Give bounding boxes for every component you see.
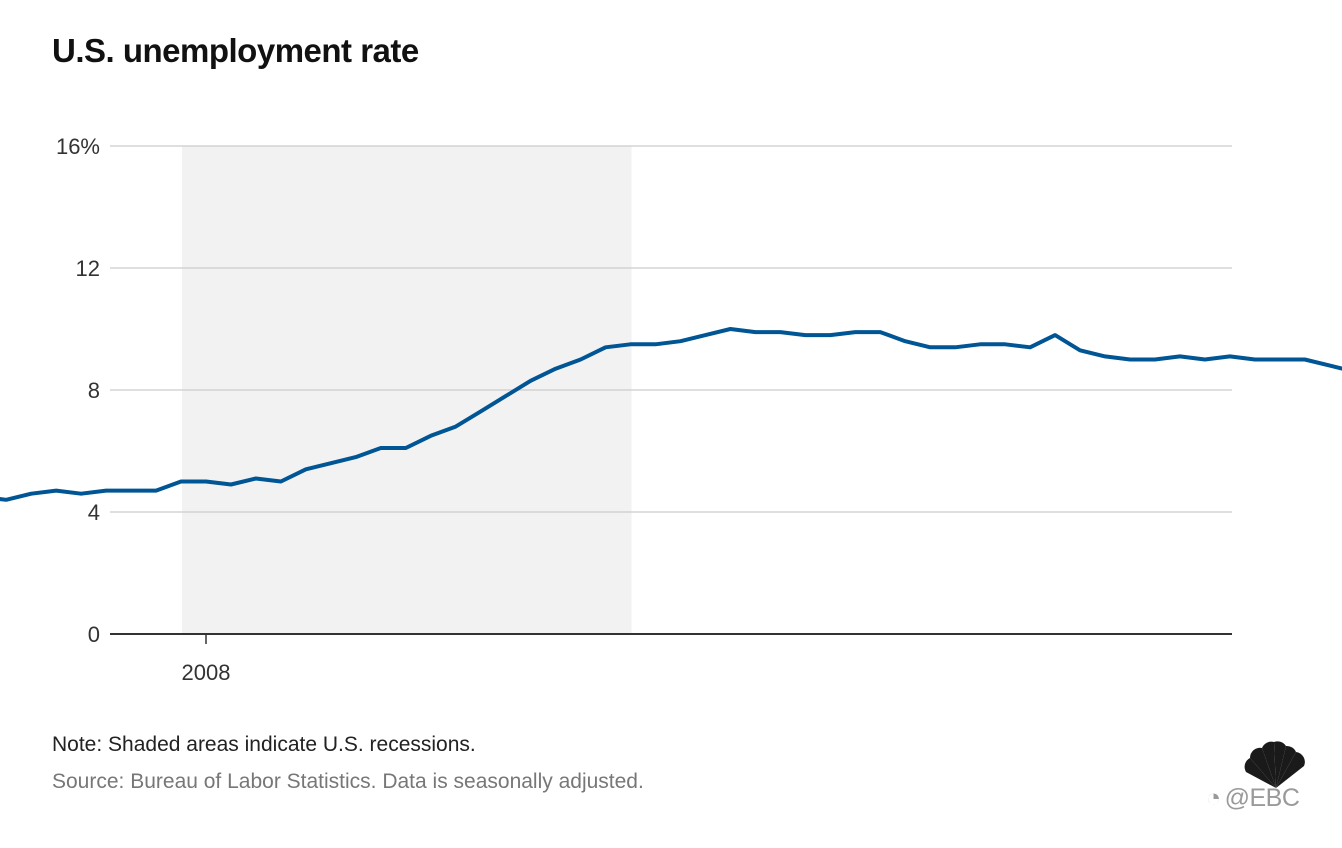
series-line-layer: 5.9% <box>0 327 1342 502</box>
peacock-logo <box>1244 741 1305 788</box>
unemployment-chart: 0 4 8 12 16% 2008201220162020 5.9% <box>0 134 1342 685</box>
y-tick-label: 0 <box>88 622 100 647</box>
y-tick-label: 16% <box>56 134 100 159</box>
chart-title: U.S. unemployment rate <box>52 32 419 69</box>
y-tick-label: 12 <box>76 256 100 281</box>
axis-layer: 2008201220162020 <box>110 633 1232 685</box>
weibo-icon: ◔ <box>1206 784 1221 812</box>
unemployment-rate-line <box>0 327 1342 502</box>
watermark: ◔ @EBC <box>1206 784 1300 813</box>
y-tick-label: 8 <box>88 378 100 403</box>
y-tick-label: 4 <box>88 500 100 525</box>
gridlines-layer: 0 4 8 12 16% <box>56 134 1232 647</box>
x-tick-label: 2008 <box>182 660 231 685</box>
chart-source: Source: Bureau of Labor Statistics. Data… <box>52 770 644 793</box>
watermark-text: @EBC <box>1224 784 1300 812</box>
chart-note: Note: Shaded areas indicate U.S. recessi… <box>52 733 476 756</box>
